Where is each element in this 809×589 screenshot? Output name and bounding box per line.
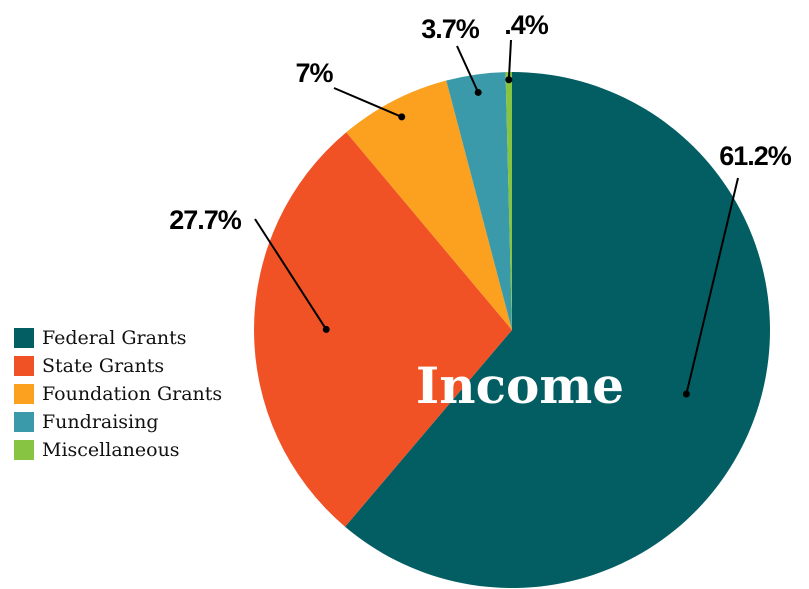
pie-slice-miscellaneous (505, 72, 512, 330)
percent-label-state-grants: 27.7% (169, 205, 242, 235)
chart-legend: Federal Grants State Grants Foundation Gra… (14, 324, 222, 464)
pie-slice-foundation-grants (346, 80, 512, 331)
leader-dot-miscellaneous (505, 76, 513, 84)
legend-swatch (14, 440, 34, 460)
legend-item-foundation-grants: Foundation Grants (14, 380, 222, 408)
percent-label-miscellaneous: .4% (504, 10, 549, 40)
chart-title: Income (416, 356, 624, 415)
percent-label-fundraising: 3.7% (421, 14, 480, 44)
legend-label: Federal Grants (42, 327, 187, 349)
percent-label-foundation-grants: 7% (295, 58, 333, 88)
legend-label: Foundation Grants (42, 383, 223, 405)
leader-line-foundation-grants (333, 87, 403, 118)
leader-line-miscellaneous (507, 39, 512, 80)
leader-dot-state-grants (322, 325, 330, 333)
legend-swatch (14, 328, 34, 348)
legend-item-state-grants: State Grants (14, 352, 222, 380)
label-leader-lines (254, 39, 739, 398)
legend-swatch (14, 356, 34, 376)
legend-swatch (14, 412, 34, 432)
legend-label: Fundraising (42, 411, 159, 433)
leader-line-fundraising (456, 45, 480, 93)
pie-slices (254, 72, 770, 588)
leader-line-federal-grants (685, 177, 739, 395)
leader-dot-federal-grants (682, 390, 690, 398)
percent-labels: 61.2% 27.7% 7% 3.7% .4% (169, 10, 793, 235)
percent-label-federal-grants: 61.2% (719, 141, 792, 171)
pie-slice-state-grants (254, 132, 512, 527)
leader-dot-foundation-grants (398, 113, 406, 121)
pie-slice-federal-grants (345, 72, 770, 588)
legend-label: State Grants (42, 355, 165, 377)
pie-slice-fundraising (446, 72, 512, 330)
legend-item-fundraising: Fundraising (14, 408, 222, 436)
leader-line-state-grants (254, 218, 328, 330)
legend-swatch (14, 384, 34, 404)
leader-dot-fundraising (474, 88, 482, 96)
legend-item-miscellaneous: Miscellaneous (14, 436, 222, 464)
legend-label: Miscellaneous (42, 439, 180, 461)
legend-item-federal-grants: Federal Grants (14, 324, 222, 352)
